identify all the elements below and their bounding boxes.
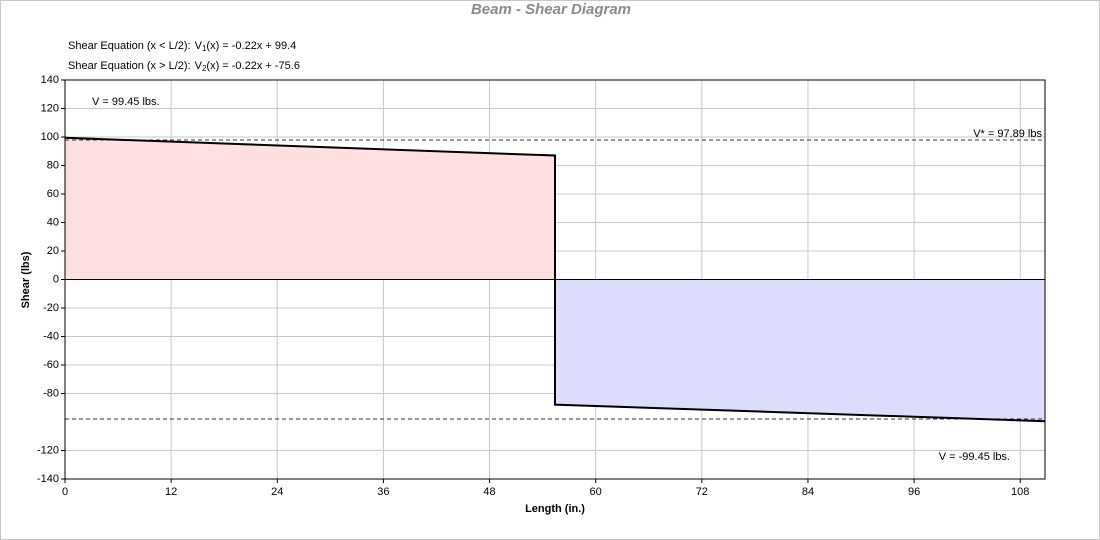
equation: Shear Equation (x < L/2): V1(x) = -0.22x … <box>68 40 296 53</box>
equation-label: Shear Equation (x > L/2): <box>68 60 191 72</box>
y-tick-label: -40 <box>43 330 59 342</box>
x-tick-label: 84 <box>802 486 814 498</box>
annotation: V = 99.45 lbs. <box>92 96 160 108</box>
y-tick-label: -60 <box>43 359 59 371</box>
y-tick-label: 20 <box>47 245 59 257</box>
equation-rhs: (x) = -0.22x + -75.6 <box>206 60 300 72</box>
shear-area <box>555 279 1045 422</box>
x-tick-label: 72 <box>696 486 708 498</box>
y-axis-label: Shear (lbs) <box>20 251 32 308</box>
reference-label: V* = 97.89 lbs <box>973 128 1042 140</box>
y-tick-label: -120 <box>37 444 59 456</box>
y-tick-label: 140 <box>41 74 59 86</box>
equation-lhs: V <box>195 40 203 52</box>
y-tick-label: -80 <box>43 387 59 399</box>
x-tick-label: 108 <box>1011 486 1029 498</box>
equation-lhs: V <box>195 60 203 72</box>
x-tick-label: 12 <box>165 486 177 498</box>
equation-sub: 1 <box>202 44 207 53</box>
x-tick-label: 0 <box>62 486 68 498</box>
y-tick-label: 40 <box>47 216 59 228</box>
equation: Shear Equation (x > L/2): V2(x) = -0.22x … <box>68 60 300 73</box>
y-tick-label: 0 <box>53 273 59 285</box>
x-tick-label: 48 <box>483 486 495 498</box>
y-tick-label: 100 <box>41 131 59 143</box>
y-tick-label: 80 <box>47 159 59 171</box>
shear-line <box>64 136 1046 423</box>
y-tick-label: -140 <box>37 473 59 485</box>
x-axis-label: Length (in.) <box>525 503 585 515</box>
x-tick-label: 24 <box>271 486 283 498</box>
y-tick-label: 120 <box>41 102 59 114</box>
equation-rhs: (x) = -0.22x + 99.4 <box>206 40 296 52</box>
shear-area <box>65 137 555 280</box>
chart-title: Beam - Shear Diagram <box>471 1 631 18</box>
y-tick-label: -20 <box>43 302 59 314</box>
x-tick-label: 60 <box>590 486 602 498</box>
x-tick-label: 36 <box>377 486 389 498</box>
equation-label: Shear Equation (x < L/2): <box>68 40 191 52</box>
y-tick-label: 60 <box>47 188 59 200</box>
equation-sub: 2 <box>202 64 207 73</box>
annotation: V = -99.45 lbs. <box>939 451 1010 463</box>
x-tick-label: 96 <box>908 486 920 498</box>
